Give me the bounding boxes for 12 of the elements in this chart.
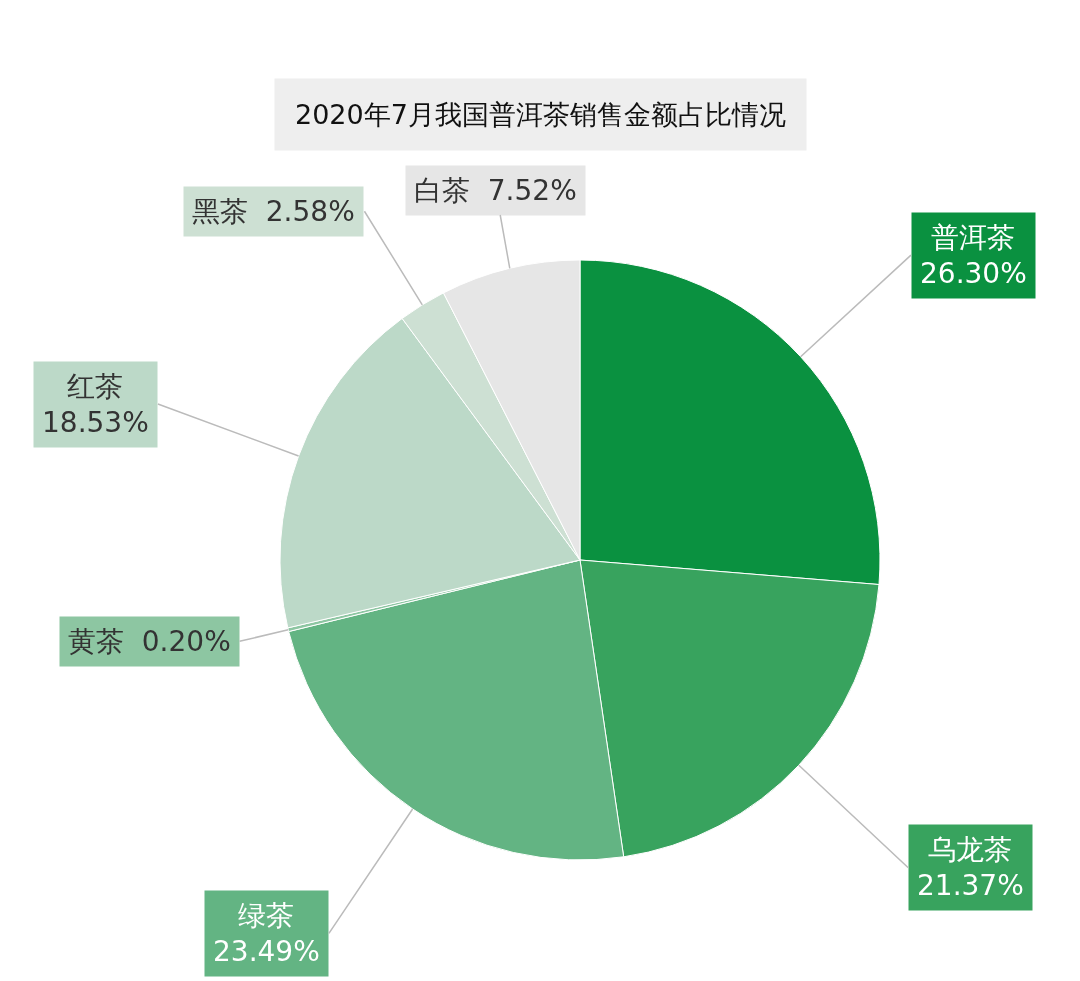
data-label: 23.49% bbox=[213, 935, 320, 969]
chart-title: 2020年7月我国普洱茶销售金额占比情况 bbox=[295, 99, 786, 130]
slice-label: 普洱茶 bbox=[931, 221, 1016, 254]
slice-label: 绿茶 bbox=[238, 899, 295, 932]
slice-label: 乌龙茶 bbox=[928, 833, 1013, 866]
slice-label: 红茶 bbox=[67, 370, 124, 403]
data-label: 18.53% bbox=[42, 406, 149, 440]
data-label: 21.37% bbox=[917, 869, 1024, 903]
slice-label: 黑茶 2.58% bbox=[192, 195, 355, 228]
data-label: 26.30% bbox=[920, 257, 1027, 291]
slice-label: 白茶 7.52% bbox=[414, 174, 577, 207]
slice-label: 黄茶 0.20% bbox=[68, 625, 231, 658]
